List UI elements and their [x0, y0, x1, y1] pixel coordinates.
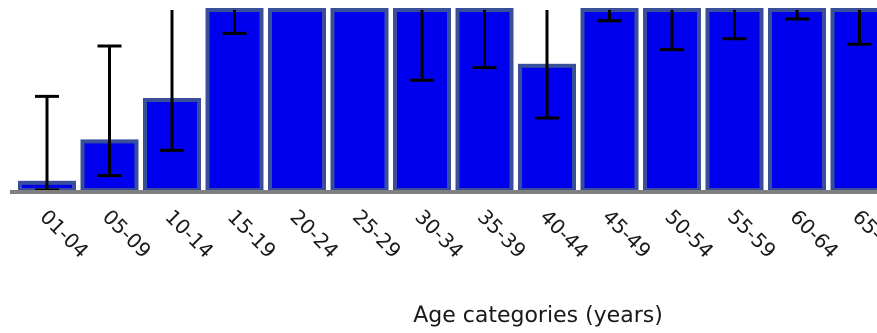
error-bar-65-69: [847, 10, 872, 46]
x-tick-label-60-64: 60-64: [785, 205, 843, 263]
x-tick-labels: 01-04 05-09 10-14 15-19 20-24 25-29 30-34 35-39…: [35, 205, 877, 263]
x-tick-label-10-14: 10-14: [160, 205, 218, 263]
error-bar-01-04: [35, 94, 59, 192]
error-bar-60-64: [785, 10, 809, 21]
x-tick-label-15-19: 15-19: [223, 205, 281, 263]
error-bar-50-54: [660, 10, 684, 52]
error-bar-55-59: [722, 10, 747, 41]
error-bar-35-39: [472, 10, 497, 70]
error-bar-15-19: [222, 10, 247, 35]
bar-15-19: [205, 8, 264, 192]
error-bar-30-34: [410, 10, 434, 82]
bar-25-29: [330, 8, 389, 192]
error-bar-40-44: [535, 10, 559, 120]
error-bar-10-14: [160, 10, 184, 152]
x-tick-label-01-04: 01-04: [35, 205, 93, 263]
x-tick-label-35-39: 35-39: [473, 205, 531, 263]
error-bar-45-49: [597, 10, 622, 23]
x-tick-label-20-24: 20-24: [285, 205, 343, 263]
bar-60-64: [768, 8, 826, 192]
x-tick-label-25-29: 25-29: [348, 205, 406, 263]
x-tick-label-40-44: 40-44: [535, 205, 593, 263]
x-tick-label-65-69: 65-69: [848, 205, 877, 263]
bar-20-24: [268, 8, 326, 192]
error-bars-group: [35, 10, 872, 192]
bars-group: [18, 8, 877, 193]
x-tick-label-50-54: 50-54: [660, 205, 718, 263]
x-tick-label-55-59: 55-59: [723, 205, 781, 263]
x-tick-label-30-34: 30-34: [410, 205, 468, 263]
x-tick-label-45-49: 45-49: [598, 205, 656, 263]
bar-65-69: [830, 8, 877, 192]
bar-45-49: [580, 8, 639, 192]
error-bar-05-09: [97, 44, 122, 178]
x-axis-title: Age categories (years): [413, 303, 663, 328]
x-tick-label-05-09: 05-09: [98, 205, 156, 263]
